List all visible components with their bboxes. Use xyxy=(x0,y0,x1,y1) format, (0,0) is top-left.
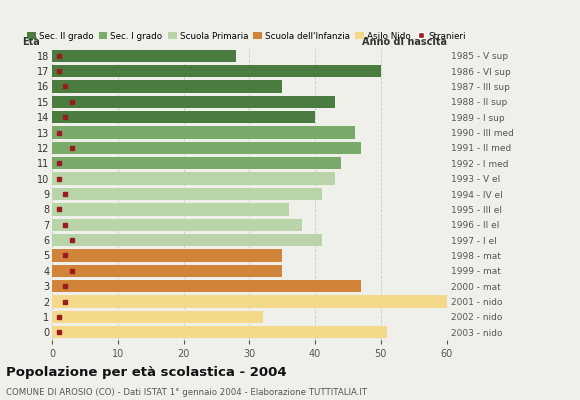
Text: Età: Età xyxy=(23,36,41,46)
Bar xyxy=(52,280,361,292)
Legend: Sec. II grado, Sec. I grado, Scuola Primaria, Scuola dell'Infanzia, Asilo Nido, : Sec. II grado, Sec. I grado, Scuola Prim… xyxy=(27,32,466,41)
Bar xyxy=(52,126,354,139)
Text: Anno di nascita: Anno di nascita xyxy=(361,36,447,46)
Bar xyxy=(52,326,387,338)
Bar xyxy=(52,296,447,308)
Bar xyxy=(52,249,282,262)
Bar xyxy=(52,265,282,277)
Bar xyxy=(52,65,381,77)
Bar xyxy=(52,80,282,92)
Bar xyxy=(52,311,263,323)
Bar xyxy=(52,203,289,216)
Bar xyxy=(52,111,315,123)
Bar xyxy=(52,96,335,108)
Bar xyxy=(52,172,335,185)
Bar xyxy=(52,218,302,231)
Bar xyxy=(52,188,322,200)
Bar xyxy=(52,157,342,170)
Bar xyxy=(52,234,322,246)
Bar xyxy=(52,50,236,62)
Text: COMUNE DI AROSIO (CO) - Dati ISTAT 1° gennaio 2004 - Elaborazione TUTTITALIA.IT: COMUNE DI AROSIO (CO) - Dati ISTAT 1° ge… xyxy=(6,388,367,397)
Bar xyxy=(52,142,361,154)
Text: Popolazione per età scolastica - 2004: Popolazione per età scolastica - 2004 xyxy=(6,366,287,379)
